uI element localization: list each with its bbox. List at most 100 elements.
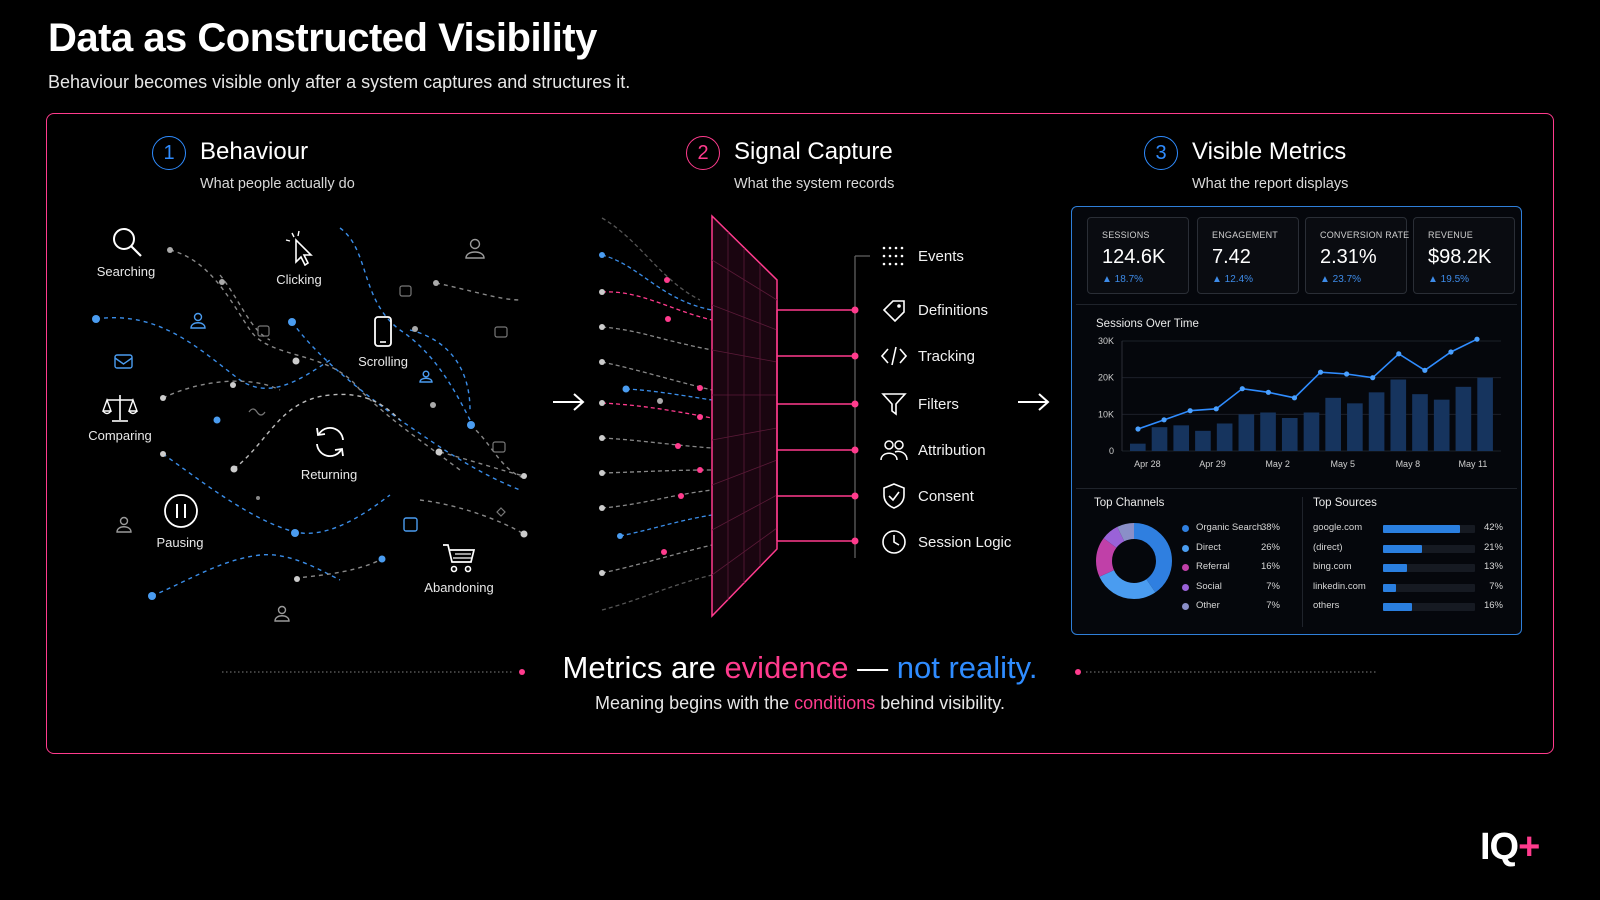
step-title: Behaviour bbox=[200, 138, 309, 165]
tagline-evidence: evidence bbox=[724, 650, 849, 685]
logo-text: IQ bbox=[1480, 826, 1519, 868]
x-tick-label: May 8 bbox=[1396, 459, 1421, 469]
source-pct: 21% bbox=[1483, 541, 1503, 553]
top-channels-title: Top Channels bbox=[1094, 497, 1165, 509]
source-bar bbox=[1383, 603, 1413, 611]
behaviour-label: Pausing bbox=[156, 535, 204, 550]
source-pct: 16% bbox=[1483, 600, 1503, 611]
data-point bbox=[1474, 336, 1480, 342]
kpi-card-sessions: SESSIONS 124.6K ▲ 18.7% bbox=[1087, 217, 1189, 294]
data-point bbox=[1161, 417, 1167, 423]
data-point bbox=[1187, 408, 1193, 414]
metrics-dashboard: SESSIONS 124.6K ▲ 18.7% ENGAGEMENT 7.42 … bbox=[1071, 206, 1522, 635]
donut-slice bbox=[1096, 523, 1172, 599]
source-row: google.com 42% bbox=[1313, 522, 1503, 536]
kpi-delta: ▲ 23.7% bbox=[1320, 274, 1362, 285]
capture-label: Consent bbox=[918, 487, 974, 505]
bar bbox=[1281, 418, 1298, 451]
legend-dot bbox=[1182, 603, 1189, 610]
page-subtitle: Behaviour becomes visible only after a s… bbox=[48, 72, 631, 92]
source-bar bbox=[1383, 544, 1422, 553]
chart-title: Sessions Over Time bbox=[1096, 318, 1199, 330]
source-bar-track bbox=[1383, 583, 1475, 592]
top-sources-title: Top Sources bbox=[1313, 497, 1377, 509]
source-name: others bbox=[1313, 600, 1340, 611]
capture-item-definitions: Definitions bbox=[880, 297, 988, 323]
source-pct: 42% bbox=[1483, 522, 1503, 533]
x-tick-label: May 5 bbox=[1330, 459, 1355, 469]
bar bbox=[1151, 427, 1168, 451]
capture-item-tracking: Tracking bbox=[880, 343, 975, 369]
legend-row: Organic Search 38% bbox=[1182, 522, 1280, 536]
bar bbox=[1325, 397, 1341, 451]
divider bbox=[1302, 497, 1303, 627]
legend-name: Social bbox=[1196, 580, 1222, 592]
tag-icon bbox=[880, 297, 908, 323]
step-desc: What people actually do bbox=[200, 176, 355, 192]
tagline-text: — bbox=[848, 650, 897, 685]
legend-name: Referral bbox=[1196, 561, 1230, 572]
iq-plus-logo: IQ+ bbox=[1480, 826, 1540, 869]
legend-dot bbox=[1182, 583, 1189, 591]
subtext: Meaning begins with the bbox=[595, 693, 795, 713]
source-row: bing.com 13% bbox=[1313, 561, 1503, 575]
y-tick-label: 30K bbox=[1098, 336, 1114, 346]
behaviour-label: Clicking bbox=[276, 272, 322, 287]
legend-row: Social 7% bbox=[1182, 581, 1280, 595]
data-point bbox=[1370, 375, 1376, 381]
legend-row: Other 7% bbox=[1182, 600, 1280, 614]
source-bar bbox=[1383, 525, 1461, 533]
source-bar bbox=[1383, 564, 1407, 572]
capture-label: Filters bbox=[918, 395, 959, 413]
bar bbox=[1390, 379, 1407, 451]
logo-plus: + bbox=[1518, 826, 1540, 868]
data-point bbox=[1448, 349, 1454, 355]
donut-slice bbox=[1096, 523, 1172, 599]
legend-name: Organic Search bbox=[1196, 522, 1263, 533]
kpi-value: 2.31% bbox=[1320, 246, 1377, 268]
arrow-right-icon bbox=[553, 393, 585, 411]
refresh-icon bbox=[316, 427, 344, 457]
users-icon bbox=[880, 437, 908, 463]
bar bbox=[1477, 377, 1493, 451]
legend-dot bbox=[1182, 525, 1189, 532]
filter-icon bbox=[880, 391, 908, 417]
data-point bbox=[1396, 351, 1402, 357]
kpi-delta: ▲ 12.4% bbox=[1212, 274, 1254, 285]
bar bbox=[1412, 394, 1428, 451]
data-point bbox=[1239, 386, 1245, 392]
source-name: bing.com bbox=[1313, 561, 1352, 572]
data-point bbox=[1265, 389, 1271, 395]
capture-item-consent: Consent bbox=[880, 483, 974, 509]
source-name: linkedin.com bbox=[1313, 580, 1366, 592]
x-tick-label: May 11 bbox=[1459, 459, 1488, 469]
capture-item-events: Events bbox=[880, 243, 964, 269]
kpi-label: ENGAGEMENT bbox=[1212, 230, 1279, 240]
x-tick-label: Apr 28 bbox=[1134, 459, 1161, 469]
data-point bbox=[1135, 426, 1141, 432]
bar bbox=[1368, 392, 1385, 451]
cursor-click-icon bbox=[285, 230, 313, 266]
dot-grid-icon bbox=[880, 243, 908, 269]
behaviour-label: Scrolling bbox=[358, 354, 408, 369]
behaviour-label: Abandoning bbox=[424, 580, 494, 595]
y-tick-label: 20K bbox=[1098, 373, 1114, 383]
source-row: linkedin.com 7% bbox=[1313, 581, 1503, 595]
legend-dot bbox=[1182, 564, 1189, 571]
kpi-label: SESSIONS bbox=[1102, 230, 1150, 240]
legend-row: Referral 16% bbox=[1182, 561, 1280, 575]
phone-icon bbox=[374, 316, 392, 347]
capture-item-session-logic: Session Logic bbox=[880, 529, 1011, 555]
legend-pct: 16% bbox=[1260, 561, 1280, 572]
source-bar-track bbox=[1383, 544, 1475, 553]
sessions-over-time-chart: 0 10K 20K 30K Apr 28 Apr 29 May 2 May 5 May 8 May… bbox=[1098, 336, 1501, 469]
bar bbox=[1347, 403, 1363, 451]
tagline: Metrics are evidence — not reality. bbox=[0, 650, 1600, 686]
source-bar-track bbox=[1383, 564, 1475, 572]
donut-slice bbox=[1096, 523, 1172, 599]
x-tick-label: May 2 bbox=[1265, 459, 1290, 469]
source-bar-track bbox=[1383, 603, 1475, 611]
legend-name: Other bbox=[1196, 600, 1220, 611]
arrow-right-icon bbox=[1018, 393, 1050, 411]
